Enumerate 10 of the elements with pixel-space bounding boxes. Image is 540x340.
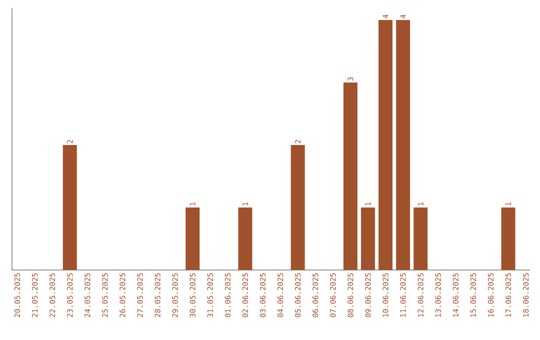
- bar: [501, 208, 516, 270]
- bar: [414, 208, 428, 270]
- bar: [396, 20, 410, 270]
- bar: [186, 208, 200, 270]
- bar: [238, 208, 252, 270]
- bar: [290, 145, 305, 270]
- bar: [360, 208, 375, 270]
- bar: [343, 82, 358, 270]
- bar: [378, 20, 393, 270]
- bar: [62, 145, 77, 270]
